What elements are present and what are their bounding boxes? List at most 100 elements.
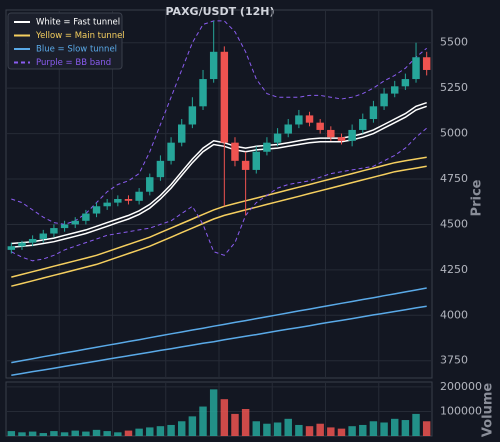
- candle-body: [114, 198, 122, 203]
- legend-box: [7, 12, 123, 70]
- candle-body: [71, 220, 79, 225]
- candle-body: [263, 142, 271, 152]
- volume-bar: [39, 433, 48, 436]
- legend-label: Blue = Slow tunnel: [36, 45, 117, 55]
- y-tick-label: 4750: [440, 172, 468, 185]
- y-tick-label: 5250: [440, 81, 468, 94]
- candle-body: [146, 177, 154, 192]
- volume-bar: [412, 413, 420, 436]
- candle-body: [337, 137, 346, 141]
- legend-label: White = Fast tunnel: [36, 18, 120, 28]
- candle-body: [284, 124, 292, 134]
- candle-body: [124, 198, 133, 201]
- y-tick-label: 4000: [440, 308, 468, 321]
- candle-body: [156, 160, 165, 178]
- candle-body: [380, 93, 388, 107]
- volume-bar: [422, 421, 431, 436]
- volume-bar: [284, 418, 292, 436]
- candle-body: [220, 51, 229, 143]
- volume-bar: [114, 432, 122, 436]
- y-axis-label: Price: [470, 179, 485, 216]
- candle-body: [167, 142, 175, 161]
- volume-bar: [124, 430, 133, 436]
- y-tick-label: 5000: [440, 127, 468, 140]
- candle-body: [188, 106, 197, 125]
- legend-label: Yellow = Main tunnel: [35, 31, 125, 41]
- volume-bar: [316, 423, 324, 436]
- volume-bar: [103, 431, 111, 436]
- series-line: [11, 101, 427, 245]
- series-line: [11, 20, 428, 225]
- y-tick-label: 5500: [440, 36, 468, 49]
- candle-body: [401, 79, 410, 87]
- volume-bar: [18, 432, 26, 436]
- candle-body: [369, 106, 378, 120]
- volume-bar: [50, 431, 58, 436]
- y-tick-label: 200000: [440, 380, 482, 393]
- chart-title: PAXG/USDT (12H): [166, 5, 275, 18]
- volume-bar: [369, 421, 378, 436]
- volume-bar: [295, 424, 303, 436]
- candle-body: [209, 51, 218, 80]
- volume-bar: [273, 422, 282, 436]
- volume-bar: [146, 427, 154, 436]
- candle-body: [273, 133, 282, 143]
- candle-body: [82, 213, 90, 221]
- volume-bar: [327, 427, 335, 436]
- candle-body: [327, 129, 335, 138]
- volume-bar: [401, 420, 410, 436]
- candle-body: [39, 233, 48, 239]
- volume-bar: [231, 413, 239, 436]
- candle-body: [295, 115, 303, 125]
- y-axis-label: Volume: [481, 383, 496, 438]
- volume-bar: [7, 431, 16, 436]
- volume-bar: [188, 416, 197, 436]
- legend: White = Fast tunnel Yellow = Main tunnel B…: [7, 12, 125, 70]
- volume-bar: [60, 432, 69, 436]
- y-tick-label: 4500: [440, 217, 468, 230]
- candle-body: [177, 124, 186, 143]
- candle-body: [199, 79, 207, 107]
- series-line: [11, 156, 427, 278]
- candle-body: [28, 238, 37, 243]
- volume-bar: [359, 424, 367, 436]
- candle-body: [50, 228, 58, 234]
- marks: [7, 20, 431, 436]
- volume-bar: [337, 428, 346, 436]
- volume-bar: [348, 426, 356, 436]
- volume-bar: [209, 389, 218, 436]
- volume-bar: [177, 421, 186, 436]
- candle-body: [92, 206, 101, 214]
- candle-body: [316, 122, 324, 130]
- volume-bar: [390, 418, 399, 436]
- candle-body: [18, 242, 26, 247]
- candle-body: [60, 224, 69, 229]
- series-line: [11, 305, 427, 377]
- candle-body: [135, 191, 143, 201]
- series-line: [11, 287, 427, 364]
- candle-body: [412, 57, 420, 80]
- series-line: [11, 165, 427, 287]
- candle-body: [241, 160, 250, 170]
- candle-body: [348, 129, 356, 141]
- legend-label: Purple = BB band: [36, 58, 111, 68]
- y-tick-label: 3750: [440, 354, 468, 367]
- volume-bar: [167, 424, 175, 436]
- volume-bar: [380, 422, 388, 436]
- candle-body: [390, 86, 399, 94]
- volume-bar: [305, 426, 314, 436]
- series-line: [11, 105, 427, 248]
- volume-bar: [92, 429, 101, 436]
- volume-bar: [220, 399, 229, 436]
- volume-bar: [199, 406, 207, 436]
- volume-bar: [82, 431, 90, 436]
- candle-body: [252, 151, 261, 170]
- volume-bar: [28, 431, 37, 436]
- volume-bar: [135, 428, 143, 436]
- candle-body: [422, 57, 431, 70]
- volume-bar: [71, 430, 79, 436]
- candle-body: [359, 119, 367, 130]
- volume-bar: [156, 426, 165, 436]
- candle-body: [103, 202, 111, 207]
